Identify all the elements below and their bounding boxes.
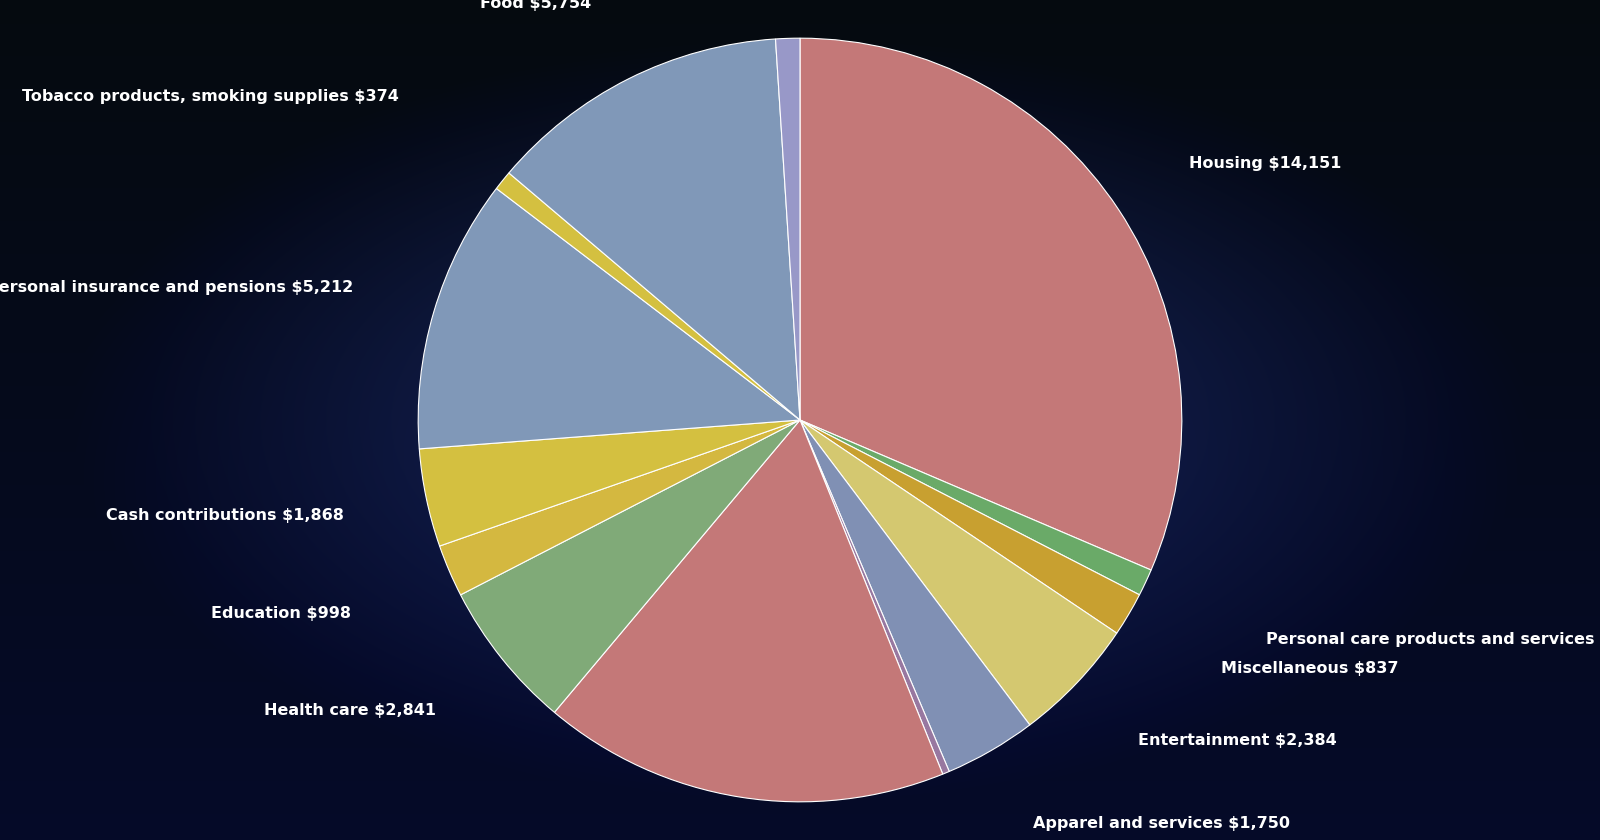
Text: Education $998: Education $998 — [211, 606, 350, 621]
Text: Personal care products and services $514: Personal care products and services $514 — [1267, 632, 1600, 647]
Text: Housing $14,151: Housing $14,151 — [1189, 156, 1341, 171]
Text: Tobacco products, smoking supplies $374: Tobacco products, smoking supplies $374 — [21, 89, 398, 104]
Wedge shape — [555, 420, 942, 802]
Wedge shape — [419, 420, 800, 546]
Wedge shape — [440, 420, 800, 595]
Text: Cash contributions $1,868: Cash contributions $1,868 — [106, 508, 344, 522]
Text: Apparel and services $1,750: Apparel and services $1,750 — [1034, 816, 1290, 831]
Wedge shape — [496, 173, 800, 420]
Wedge shape — [776, 38, 800, 420]
Wedge shape — [800, 420, 1150, 595]
Wedge shape — [800, 38, 1182, 570]
Text: Entertainment $2,384: Entertainment $2,384 — [1138, 733, 1338, 748]
Text: Health care $2,841: Health care $2,841 — [264, 703, 437, 718]
Wedge shape — [800, 420, 1117, 725]
Text: Miscellaneous $837: Miscellaneous $837 — [1221, 661, 1398, 676]
Wedge shape — [509, 39, 800, 420]
Wedge shape — [461, 420, 800, 712]
Wedge shape — [800, 420, 1139, 633]
Text: Personal insurance and pensions $5,212: Personal insurance and pensions $5,212 — [0, 281, 354, 295]
Wedge shape — [418, 188, 800, 449]
Wedge shape — [800, 420, 949, 774]
Text: Food $5,754: Food $5,754 — [480, 0, 590, 11]
Wedge shape — [800, 420, 1030, 771]
